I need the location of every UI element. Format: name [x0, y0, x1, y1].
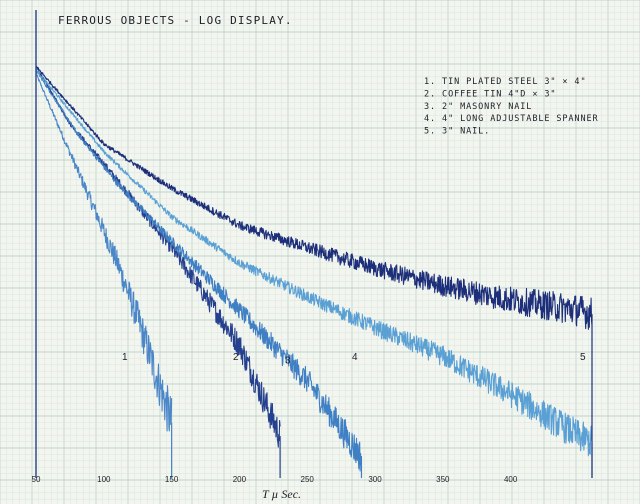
legend-item-2: 2. COFFEE TIN 4"D × 3" — [424, 89, 556, 99]
x-tick-label: 150 — [165, 475, 179, 484]
x-axis-ticks: 50 100 150 200 250 300 350 400 — [32, 475, 518, 484]
curve-labels: 1 2 3 4 5 — [122, 352, 586, 367]
series-5-line — [35, 65, 593, 330]
legend-item-5: 5. 3" NAIL. — [424, 127, 490, 137]
legend: 1. TIN PLATED STEEL 3" × 4" 2. COFFEE TIN… — [424, 77, 599, 137]
curve-label-2: 2 — [233, 352, 239, 363]
x-tick-label: 50 — [32, 475, 41, 484]
series-5-trace — [35, 65, 593, 478]
series-3-trace — [35, 68, 363, 478]
curve-label-3: 3 — [285, 356, 291, 367]
chart-title: FERROUS OBJECTS - LOG DISPLAY. — [58, 14, 293, 27]
x-tick-label: 100 — [97, 475, 111, 484]
x-axis-label: T µ Sec. — [262, 487, 301, 501]
legend-item-1: 1. TIN PLATED STEEL 3" × 4" — [424, 77, 586, 87]
x-tick-label: 200 — [233, 475, 247, 484]
x-tick-label: 350 — [436, 475, 450, 484]
curve-label-5: 5 — [580, 352, 586, 363]
curve-label-1: 1 — [122, 352, 128, 363]
legend-item-4: 4. 4" LONG ADJUSTABLE SPANNER — [424, 114, 599, 124]
curve-label-4: 4 — [352, 352, 358, 363]
x-tick-label: 250 — [301, 475, 315, 484]
series-traces — [35, 10, 593, 478]
series-3-line — [35, 68, 363, 472]
series-1-line — [35, 72, 173, 432]
x-tick-label: 400 — [504, 475, 518, 484]
series-1-trace — [35, 72, 173, 478]
x-tick-label: 300 — [368, 475, 382, 484]
legend-item-3: 3. 2" MASONRY NAIL — [424, 102, 532, 112]
series-4-line — [35, 68, 593, 457]
